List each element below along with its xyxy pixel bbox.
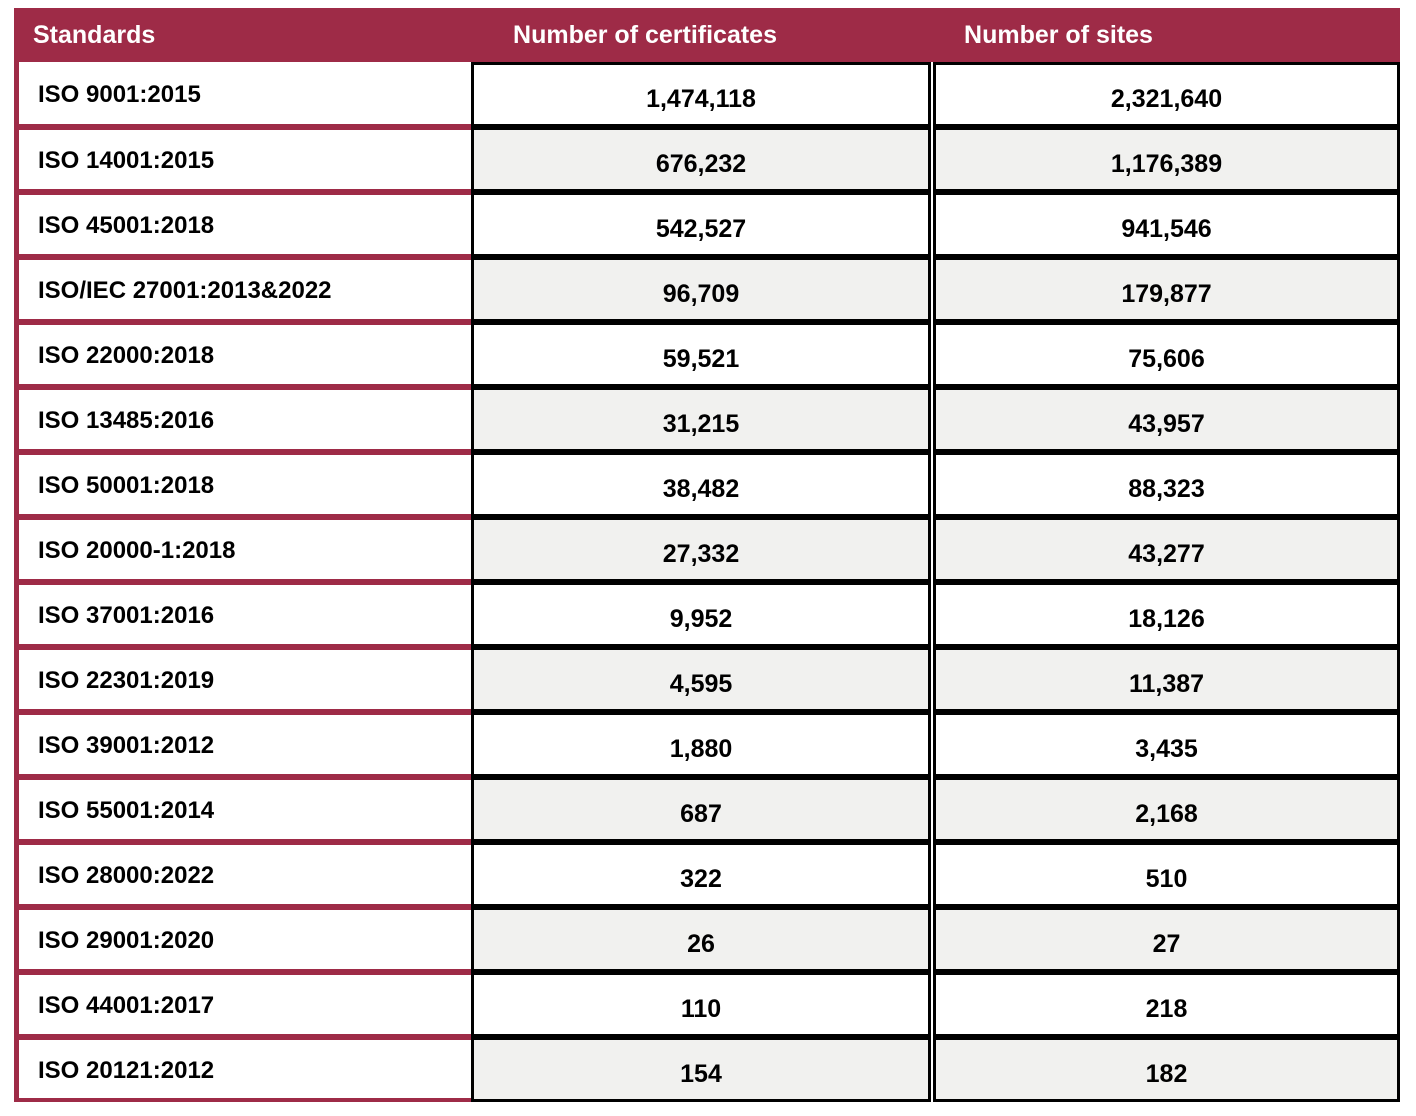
standard-name-cell: ISO 22301:2019: [14, 647, 471, 712]
certificates-value-cell: 4,595: [471, 647, 931, 712]
table-row: ISO 37001:2016 9,952 18,126: [14, 582, 1400, 647]
standard-name-cell: ISO 29001:2020: [14, 907, 471, 972]
sites-value-cell: 182: [933, 1037, 1400, 1102]
table-row: ISO 29001:2020 26 27: [14, 907, 1400, 972]
certificates-value-cell: 542,527: [471, 192, 931, 257]
standard-name-cell: ISO 20000-1:2018: [14, 517, 471, 582]
standard-name-cell: ISO 13485:2016: [14, 387, 471, 452]
sites-value-cell: 43,277: [933, 517, 1400, 582]
column-header-sites: Number of sites: [964, 20, 1153, 49]
column-header-certificates: Number of certificates: [513, 20, 777, 49]
table-row: ISO 20121:2012 154 182: [14, 1037, 1400, 1102]
table-row: ISO 39001:2012 1,880 3,435: [14, 712, 1400, 777]
standard-name-cell: ISO 37001:2016: [14, 582, 471, 647]
certificates-value-cell: 676,232: [471, 127, 931, 192]
sites-value-cell: 941,546: [933, 192, 1400, 257]
sites-value-cell: 179,877: [933, 257, 1400, 322]
certificates-value-cell: 1,880: [471, 712, 931, 777]
certificates-value-cell: 27,332: [471, 517, 931, 582]
standard-name-cell: ISO 50001:2018: [14, 452, 471, 517]
certificates-value-cell: 59,521: [471, 322, 931, 387]
iso-standards-table: Standards Number of certificates Number …: [14, 8, 1400, 1102]
certificates-value-cell: 154: [471, 1037, 931, 1102]
standard-name-cell: ISO 39001:2012: [14, 712, 471, 777]
standard-name-cell: ISO 20121:2012: [14, 1037, 471, 1102]
table-row: ISO 44001:2017 110 218: [14, 972, 1400, 1037]
sites-value-cell: 218: [933, 972, 1400, 1037]
table-row: ISO 9001:2015 1,474,118 2,321,640: [14, 62, 1400, 127]
column-header-standards: Standards: [33, 20, 156, 49]
table-row: ISO 50001:2018 38,482 88,323: [14, 452, 1400, 517]
table-row: ISO 45001:2018 542,527 941,546: [14, 192, 1400, 257]
table-row: ISO 20000-1:2018 27,332 43,277: [14, 517, 1400, 582]
sites-value-cell: 1,176,389: [933, 127, 1400, 192]
sites-value-cell: 11,387: [933, 647, 1400, 712]
table-row: ISO 14001:2015 676,232 1,176,389: [14, 127, 1400, 192]
table-header-row: Standards Number of certificates Number …: [14, 8, 1400, 62]
standard-name-cell: ISO 9001:2015: [14, 62, 471, 127]
table-row: ISO 28000:2022 322 510: [14, 842, 1400, 907]
table-row: ISO 22301:2019 4,595 11,387: [14, 647, 1400, 712]
table-row: ISO 55001:2014 687 2,168: [14, 777, 1400, 842]
certificates-value-cell: 1,474,118: [471, 62, 931, 127]
certificates-value-cell: 31,215: [471, 387, 931, 452]
certificates-value-cell: 322: [471, 842, 931, 907]
sites-value-cell: 88,323: [933, 452, 1400, 517]
certificates-value-cell: 96,709: [471, 257, 931, 322]
sites-value-cell: 43,957: [933, 387, 1400, 452]
table-body: ISO 9001:2015 1,474,118 2,321,640 ISO 14…: [14, 62, 1400, 1102]
table-row: ISO 13485:2016 31,215 43,957: [14, 387, 1400, 452]
table-row: ISO/IEC 27001:2013&2022 96,709 179,877: [14, 257, 1400, 322]
sites-value-cell: 3,435: [933, 712, 1400, 777]
certificates-value-cell: 26: [471, 907, 931, 972]
standard-name-cell: ISO 22000:2018: [14, 322, 471, 387]
certificates-value-cell: 38,482: [471, 452, 931, 517]
standard-name-cell: ISO 44001:2017: [14, 972, 471, 1037]
standard-name-cell: ISO 28000:2022: [14, 842, 471, 907]
standard-name-cell: ISO 14001:2015: [14, 127, 471, 192]
standard-name-cell: ISO 45001:2018: [14, 192, 471, 257]
sites-value-cell: 2,168: [933, 777, 1400, 842]
standard-name-cell: ISO/IEC 27001:2013&2022: [14, 257, 471, 322]
certificates-value-cell: 9,952: [471, 582, 931, 647]
sites-value-cell: 18,126: [933, 582, 1400, 647]
table-row: ISO 22000:2018 59,521 75,606: [14, 322, 1400, 387]
standard-name-cell: ISO 55001:2014: [14, 777, 471, 842]
sites-value-cell: 75,606: [933, 322, 1400, 387]
certificates-value-cell: 110: [471, 972, 931, 1037]
sites-value-cell: 510: [933, 842, 1400, 907]
sites-value-cell: 2,321,640: [933, 62, 1400, 127]
certificates-value-cell: 687: [471, 777, 931, 842]
sites-value-cell: 27: [933, 907, 1400, 972]
